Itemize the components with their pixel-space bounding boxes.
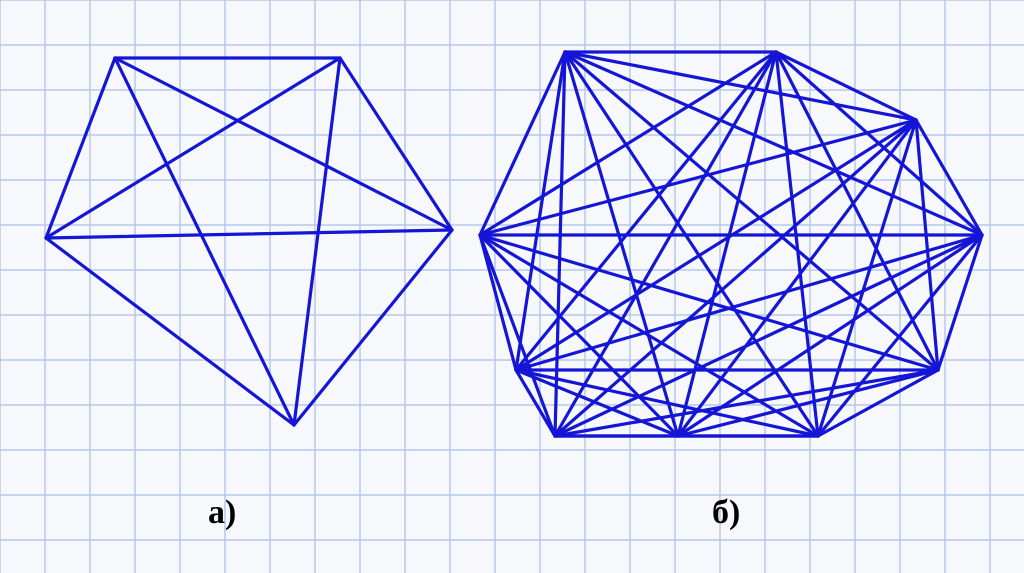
graph-diagram-canvas [0, 0, 1024, 573]
figure-b-label: б) [712, 494, 740, 532]
figure-a-label: а) [208, 494, 236, 532]
